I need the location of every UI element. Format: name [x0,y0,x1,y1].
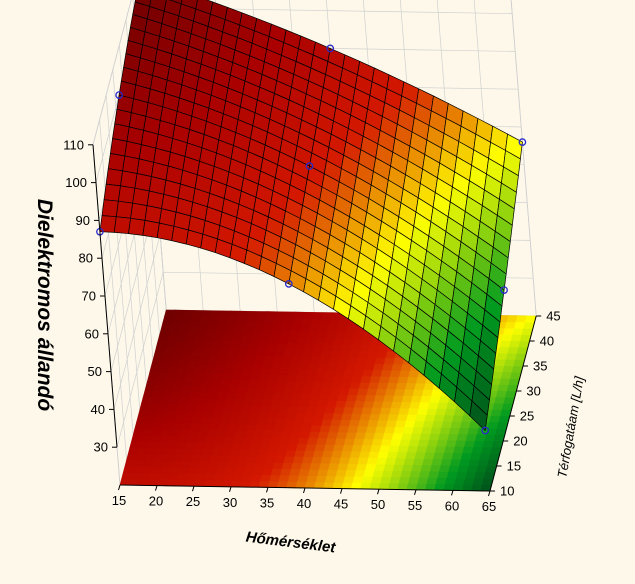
x-tick [229,486,232,492]
x-tick-label: 15 [112,493,126,508]
surface-cell [156,222,175,241]
y-axis-title: Térfogatáam [L/h] [554,375,587,479]
response-surface [99,0,523,431]
y-axis-line [489,315,537,492]
data-point [481,426,490,435]
surface-cell [122,155,140,174]
y-tick-label: 35 [533,359,547,374]
z-tick-label: 110 [63,137,84,152]
y-tick-label: 45 [546,309,560,324]
x-tick [192,486,195,492]
x-tick-label: 20 [149,494,163,509]
data-point [284,280,293,288]
surface-cell [120,170,138,189]
data-point [326,44,335,53]
x-tick [340,488,343,494]
x-tick [155,485,158,491]
x-tick-label: 65 [482,499,496,514]
z-tick-label: 30 [94,440,108,455]
y-tick-label: 15 [507,459,521,474]
surface-cell [144,205,162,224]
x-tick-label: 50 [371,497,385,512]
z-tick-label: 100 [65,175,87,190]
surface-cell [115,200,134,219]
data-point [518,138,527,146]
surface-cell [107,153,126,172]
y-tick-label: 10 [500,484,514,499]
axes: 30 40 50 60 70 80 90 100 110 15 20 25 30 35 40 45 50 55 60… [63,137,560,514]
x-tick-label: 55 [408,498,422,513]
y-tick-label: 40 [540,334,554,349]
surface-cell [101,199,119,218]
surface-cell [128,217,146,236]
x-tick-label: 45 [334,497,348,512]
data-point [500,286,508,294]
surface-cell [142,220,160,239]
data-points [96,44,527,435]
x-tick-label: 60 [445,498,459,513]
x-tick [414,489,417,495]
surface-cell [130,202,148,221]
surface-cell [132,187,150,206]
z-axis-title: Dielektromos állandó [33,199,56,412]
y-tick-label: 25 [520,409,534,424]
x-tick-label: 25 [186,494,200,509]
z-tick-label: 50 [88,364,102,379]
x-tick-label: 40 [297,496,311,511]
z-tick-label: 90 [76,213,90,228]
surface-cell [469,400,488,431]
surface-cell [110,138,128,157]
x-tick [377,489,380,495]
data-point [305,162,314,170]
x-tick-label: 35 [260,495,274,510]
z-tick-label: 80 [79,251,93,266]
x-tick [118,484,121,491]
z-tick-label: 60 [85,326,99,341]
y-tick-label: 20 [513,434,527,449]
x-tick [266,487,269,493]
x-tick [488,490,491,497]
x-axis-title: Hőmérséklet [245,529,337,557]
x-tick-label: 30 [223,495,237,510]
surface-cell [113,216,131,234]
z-tick-label: 40 [91,402,105,417]
z-tick-label: 70 [82,289,96,304]
y-tick-label: 30 [526,384,540,399]
x-tick [303,487,306,494]
surface-cell [103,183,121,202]
x-tick [451,490,454,496]
surface-cell [118,185,136,204]
data-point [115,91,123,99]
z-gridline [92,0,132,145]
y-gridline [99,119,127,461]
surface-cell [105,168,123,187]
